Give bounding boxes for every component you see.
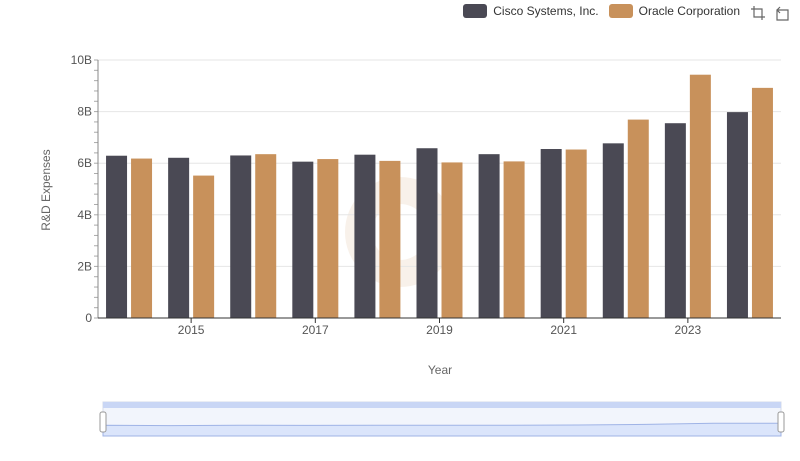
y-tick-label: 0 bbox=[85, 311, 92, 325]
y-tick-label: 4B bbox=[77, 208, 92, 222]
bar-oracle-2024[interactable] bbox=[751, 87, 773, 318]
bar-cisco-2021[interactable] bbox=[540, 149, 562, 318]
x-tick-label: 2019 bbox=[426, 323, 453, 337]
bar-cisco-2018[interactable] bbox=[354, 154, 376, 318]
bar-oracle-2017[interactable] bbox=[317, 159, 339, 318]
axes: 0 2B 4B 6B 8B 10B 2015 2017 2019 2021 2023 bbox=[71, 53, 781, 337]
legend-item-cisco[interactable]: Cisco Systems, Inc. bbox=[463, 4, 599, 18]
bar-oracle-2015[interactable] bbox=[193, 175, 215, 318]
datazoom-handle-left[interactable] bbox=[99, 411, 107, 433]
y-tick-label: 2B bbox=[77, 259, 92, 273]
datazoom-preview bbox=[102, 422, 782, 437]
y-tick-label: 10B bbox=[71, 53, 92, 67]
bar-oracle-2018[interactable] bbox=[379, 160, 401, 318]
legend-swatch-cisco bbox=[463, 4, 488, 18]
bar-oracle-2020[interactable] bbox=[503, 161, 525, 318]
bar-cisco-2015[interactable] bbox=[168, 157, 190, 318]
datazoom-handle-right[interactable] bbox=[777, 411, 785, 433]
chart-legend: Cisco Systems, Inc. Oracle Corporation bbox=[463, 4, 740, 18]
bar-cisco-2019[interactable] bbox=[416, 148, 438, 318]
x-axis-title: Year bbox=[428, 363, 452, 377]
bar-cisco-2020[interactable] bbox=[478, 154, 500, 318]
bar-oracle-2016[interactable] bbox=[255, 154, 277, 318]
bar-cisco-2014[interactable] bbox=[106, 155, 128, 318]
datazoom-slider[interactable] bbox=[99, 401, 785, 437]
datazoom-selected-bar[interactable] bbox=[103, 402, 781, 408]
bar-cisco-2022[interactable] bbox=[602, 143, 624, 318]
x-tick-label: 2017 bbox=[302, 323, 329, 337]
legend-label-cisco: Cisco Systems, Inc. bbox=[493, 4, 599, 18]
legend-item-oracle[interactable]: Oracle Corporation bbox=[608, 4, 740, 18]
bars bbox=[106, 74, 773, 319]
y-axis-title: R&D Expenses bbox=[39, 149, 53, 230]
bar-oracle-2019[interactable] bbox=[441, 162, 463, 318]
legend-swatch-oracle bbox=[608, 4, 633, 18]
bar-oracle-2014[interactable] bbox=[131, 158, 153, 318]
y-tick-label: 8B bbox=[77, 105, 92, 119]
legend-label-oracle: Oracle Corporation bbox=[638, 4, 740, 18]
x-tick-label: 2021 bbox=[550, 323, 577, 337]
chart-toolbar bbox=[750, 5, 790, 21]
x-tick-label: 2015 bbox=[178, 323, 205, 337]
bar-cisco-2016[interactable] bbox=[230, 155, 252, 318]
bar-cisco-2017[interactable] bbox=[292, 161, 314, 318]
bar-cisco-2023[interactable] bbox=[664, 123, 686, 319]
y-tick-label: 6B bbox=[77, 156, 92, 170]
bar-oracle-2023[interactable] bbox=[689, 74, 711, 319]
bar-cisco-2024[interactable] bbox=[726, 112, 748, 318]
zoom-reset-icon[interactable] bbox=[774, 5, 790, 21]
x-tick-label: 2023 bbox=[675, 323, 702, 337]
bar-oracle-2022[interactable] bbox=[627, 119, 649, 319]
bar-oracle-2021[interactable] bbox=[565, 149, 587, 318]
zoom-select-icon[interactable] bbox=[750, 5, 766, 21]
